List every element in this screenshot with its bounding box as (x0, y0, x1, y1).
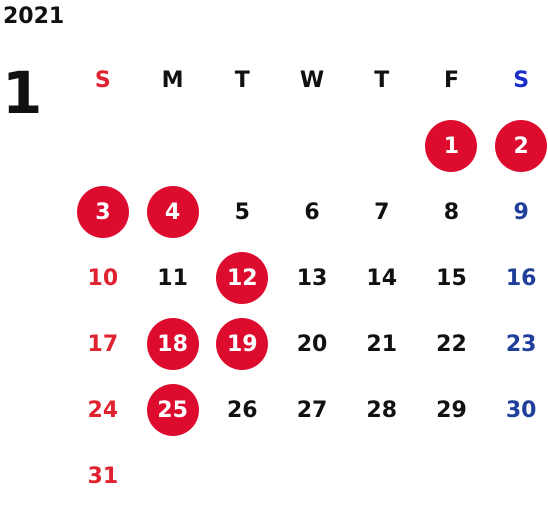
day-cell: 12 (207, 245, 277, 311)
day-number[interactable]: 21 (366, 331, 398, 357)
day-number[interactable]: 14 (366, 265, 398, 291)
weekday-friday: F (443, 67, 459, 93)
day-number[interactable]: 6 (304, 199, 320, 225)
empty-day-cell (207, 113, 277, 179)
day-cell: 15 (417, 245, 487, 311)
day-cell: 22 (417, 311, 487, 377)
day-number[interactable]: 29 (436, 397, 467, 423)
day-cell: 26 (207, 377, 277, 443)
day-cell: 8 (417, 179, 487, 245)
week-row: 10 11 12 13 14 15 16 (68, 245, 548, 311)
day-number[interactable]: 8 (443, 199, 460, 225)
day-cell: 31 (68, 443, 138, 509)
day-number[interactable]: 11 (157, 265, 188, 291)
week-row: 31 (68, 443, 548, 509)
day-number[interactable]: 28 (366, 397, 398, 423)
weekday-saturday: S (513, 67, 530, 93)
weekday-wednesday: W (299, 67, 325, 93)
weekday-monday: M (161, 67, 184, 93)
day-cell: 3 (68, 179, 138, 245)
empty-day-cell (138, 113, 208, 179)
day-cell: 29 (417, 377, 487, 443)
weekday-tuesday: T (234, 67, 250, 93)
empty-day-cell (347, 443, 417, 509)
day-cell: 7 (347, 179, 417, 245)
day-number[interactable]: 13 (296, 265, 328, 291)
day-number[interactable]: 10 (87, 265, 119, 291)
calendar-grid: S M T W T F S 1 2 3 4 5 6 7 8 9 10 11 12 13 14 15 16 17 1… (68, 47, 548, 509)
week-row: 17 18 19 20 21 22 23 (68, 311, 548, 377)
day-cell: 25 (138, 377, 208, 443)
day-cell: 2 (486, 113, 548, 179)
month-number: 1 (2, 59, 43, 127)
day-number[interactable]: 23 (505, 331, 537, 357)
day-number[interactable]: 31 (87, 463, 119, 489)
empty-day-cell (277, 113, 347, 179)
empty-day-cell (486, 443, 548, 509)
day-cell: 13 (277, 245, 347, 311)
empty-day-cell (347, 113, 417, 179)
day-number[interactable]: 24 (87, 397, 119, 423)
empty-day-cell (68, 113, 138, 179)
empty-day-cell (277, 443, 347, 509)
day-cell: 6 (277, 179, 347, 245)
day-cell: 16 (486, 245, 548, 311)
holiday-day-number[interactable]: 18 (146, 318, 199, 370)
day-number[interactable]: 17 (87, 331, 119, 357)
empty-day-cell (138, 443, 208, 509)
day-number[interactable]: 30 (505, 397, 537, 423)
day-cell: 4 (138, 179, 208, 245)
day-cell: 11 (138, 245, 208, 311)
empty-day-cell (207, 443, 277, 509)
weekday-header-row: S M T W T F S (68, 47, 548, 113)
day-cell: 14 (347, 245, 417, 311)
day-number[interactable]: 27 (296, 397, 328, 423)
holiday-day-number[interactable]: 4 (146, 186, 199, 238)
day-number[interactable]: 16 (505, 265, 537, 291)
day-cell: 24 (68, 377, 138, 443)
day-number[interactable]: 22 (436, 331, 467, 357)
day-number[interactable]: 26 (226, 397, 258, 423)
day-cell: 19 (207, 311, 277, 377)
year-label: 2021 (3, 4, 65, 29)
weekday-sunday: S (94, 67, 111, 93)
day-number[interactable]: 20 (296, 331, 328, 357)
day-cell: 17 (68, 311, 138, 377)
day-cell: 1 (417, 113, 487, 179)
day-cell: 20 (277, 311, 347, 377)
week-row: 24 25 26 27 28 29 30 (68, 377, 548, 443)
day-cell: 5 (207, 179, 277, 245)
holiday-day-number[interactable]: 2 (495, 120, 548, 172)
holiday-day-number[interactable]: 12 (216, 252, 269, 304)
day-number[interactable]: 15 (436, 265, 467, 291)
day-number[interactable]: 7 (374, 199, 390, 225)
day-cell: 21 (347, 311, 417, 377)
holiday-day-number[interactable]: 3 (76, 186, 129, 238)
weeks-container: 1 2 3 4 5 6 7 8 9 10 11 12 13 14 15 16 17 18 19 20 21 22 23 24 2… (68, 113, 548, 509)
empty-day-cell (417, 443, 487, 509)
day-cell: 27 (277, 377, 347, 443)
holiday-day-number[interactable]: 25 (146, 384, 199, 436)
holiday-day-number[interactable]: 19 (216, 318, 269, 370)
weekday-thursday: T (374, 67, 390, 93)
day-cell: 23 (486, 311, 548, 377)
day-number[interactable]: 5 (234, 199, 250, 225)
day-cell: 9 (486, 179, 548, 245)
day-cell: 18 (138, 311, 208, 377)
day-cell: 30 (486, 377, 548, 443)
day-cell: 10 (68, 245, 138, 311)
day-number[interactable]: 9 (513, 199, 529, 225)
day-cell: 28 (347, 377, 417, 443)
holiday-day-number[interactable]: 1 (425, 120, 478, 172)
